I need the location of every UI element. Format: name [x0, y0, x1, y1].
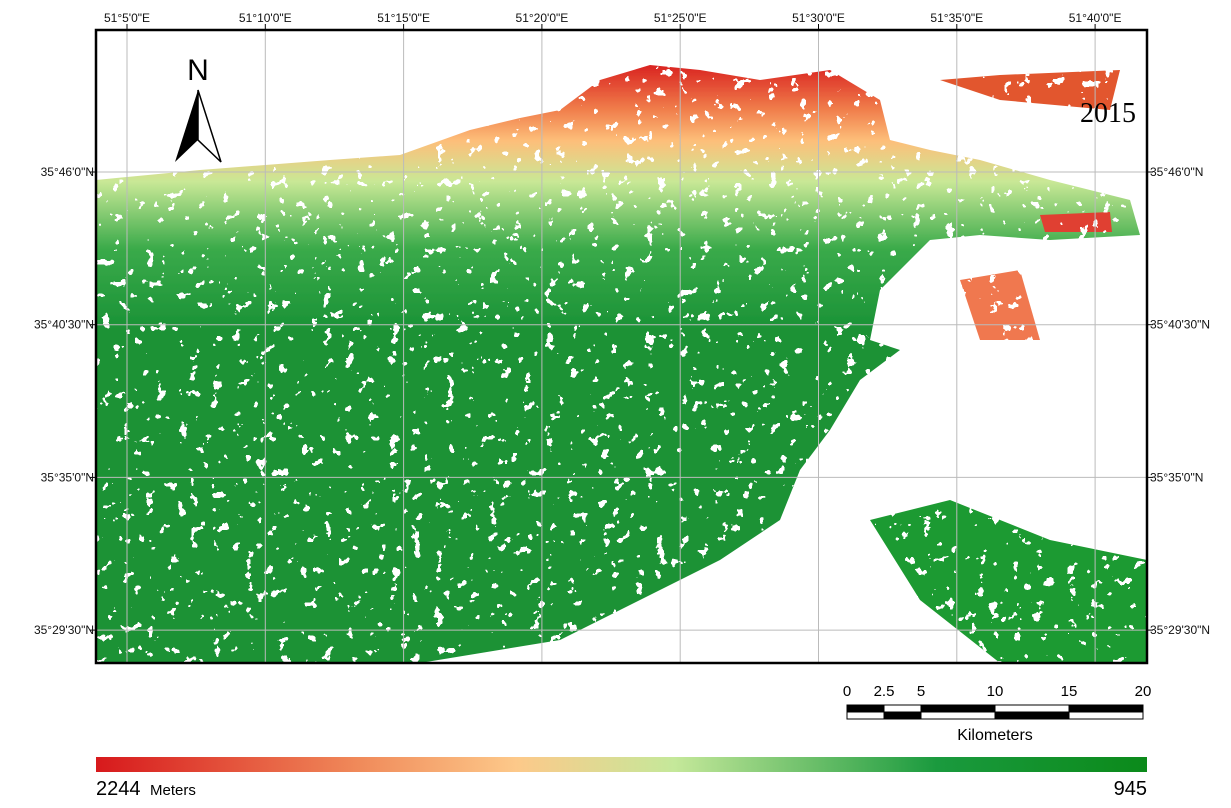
scale-segment: [847, 712, 884, 719]
latitude-label: 35°29'30"N: [1150, 623, 1210, 637]
scale-segment: [921, 712, 995, 719]
latitude-label: 35°35'0"N: [1150, 470, 1203, 484]
scale-segment: [884, 712, 921, 719]
scale-tick-label: 20: [1135, 683, 1152, 700]
scale-segment: [921, 705, 995, 712]
scale-segment: [847, 705, 884, 712]
scale-tick-label: 15: [1061, 683, 1078, 700]
year-label: 2015: [1080, 98, 1136, 129]
longitude-label: 51°25'0"E: [654, 11, 707, 25]
legend-ramp: [96, 757, 1147, 772]
longitude-label: 51°35'0"E: [930, 11, 983, 25]
legend-unit: Meters: [150, 782, 196, 799]
scale-bar: 0 2.5 5 10 15 20: [843, 683, 1152, 719]
latitude-label: 35°35'0"N: [41, 470, 94, 484]
scale-segment: [1069, 712, 1143, 719]
longitude-label: 51°40'0"E: [1069, 11, 1122, 25]
north-label: N: [187, 54, 209, 87]
longitude-label: 51°30'0"E: [792, 11, 845, 25]
scale-tick-label: 0: [843, 683, 851, 700]
longitude-label: 51°20'0"E: [516, 11, 569, 25]
map-figure: 51°5'0"E 51°10'0"E 51°15'0"E 51°20'0"E 51°25…: [0, 0, 1231, 803]
scale-segment: [995, 705, 1069, 712]
latitude-label: 35°40'30"N: [34, 318, 94, 332]
scale-segment: [1069, 705, 1143, 712]
longitude-label: 51°10'0"E: [239, 11, 292, 25]
longitude-label: 51°15'0"E: [377, 11, 430, 25]
built-up-area: [96, 65, 1147, 663]
scale-unit: Kilometers: [957, 727, 1033, 744]
latitude-label: 35°40'30"N: [1150, 318, 1210, 332]
legend-min: 945: [1114, 778, 1147, 800]
scale-tick-label: 10: [987, 683, 1004, 700]
longitude-label: 51°5'0"E: [104, 11, 150, 25]
legend-max: 2244: [96, 778, 141, 800]
latitude-label: 35°46'0"N: [41, 165, 94, 179]
latitude-label: 35°46'0"N: [1150, 165, 1203, 179]
scale-tick-label: 5: [917, 683, 925, 700]
scale-tick-label: 2.5: [874, 683, 895, 700]
scale-segment: [995, 712, 1069, 719]
latitude-label: 35°29'30"N: [34, 623, 94, 637]
north-arrow-right: [198, 90, 221, 162]
north-arrow-left: [175, 90, 198, 162]
scale-segment: [884, 705, 921, 712]
